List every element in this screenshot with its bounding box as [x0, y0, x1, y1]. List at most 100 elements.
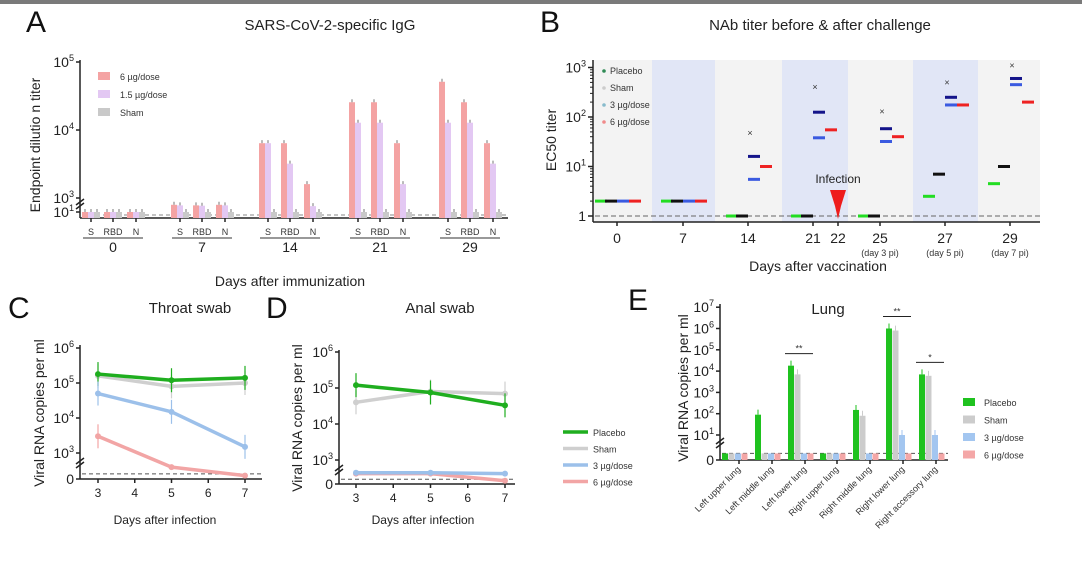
panel-e-bar [820, 453, 826, 460]
panel-c-y-tick-label: 105 [53, 374, 74, 391]
panel-c-title: Throat swab [149, 300, 232, 317]
panel-b-x-sublabel: (day 5 pi) [926, 248, 964, 258]
panel-a-bar [88, 212, 94, 218]
panel-a-bar [171, 204, 177, 218]
panel-a-bar [496, 212, 502, 218]
panel-a-bar [467, 122, 473, 218]
panel-d-x-tick-label: 3 [353, 491, 360, 505]
panel-a-subcategory-label: N [310, 227, 317, 237]
panel-a-bar [193, 205, 199, 218]
panel-a-bar [400, 184, 406, 218]
panel-d-x-tick-label: 6 [464, 491, 471, 505]
panel-b-x-tick-label: 29 [1002, 230, 1018, 246]
panel-e-y-tick-label: 102 [693, 405, 714, 422]
panel-b-mean-marker [683, 199, 695, 203]
panel-b-mean-marker [791, 214, 803, 218]
panel-b-mean-marker [880, 139, 892, 143]
panel-e-bar [932, 435, 938, 460]
panel-b-background-band [652, 60, 715, 222]
panel-c-data-point [168, 464, 175, 471]
panel-d-x-tick-label: 4 [390, 491, 397, 505]
panel-e-bar [774, 453, 781, 460]
panel-a-bar [383, 212, 389, 218]
panel-b-y-tick-label: 1 [578, 208, 586, 224]
panel-e-legend-label: 3 µg/dose [984, 433, 1024, 443]
panel-a-bar [473, 212, 479, 218]
panel-e-legend-label: Placebo [984, 398, 1017, 408]
panel-a-bar [110, 212, 116, 218]
panel-a-bar [484, 143, 490, 218]
panel-a-subcategory-label: RBD [370, 227, 390, 237]
panel-a-legend-label: 1.5 µg/dose [120, 90, 167, 100]
panel-b-x-marker: × [747, 128, 752, 138]
panel-b-mean-marker [671, 199, 683, 203]
panel-b-x-marker: × [812, 82, 817, 92]
panel-b-mean-marker [726, 214, 738, 218]
panel-a-bar [293, 212, 299, 218]
panel-d-axis-break [334, 464, 344, 476]
panel-e-bar [892, 330, 899, 460]
panel-b-mean-marker [661, 199, 673, 203]
panel-b-mean-marker [695, 199, 707, 203]
panel-e-y-tick-label: 0 [706, 452, 714, 468]
panel-a-bar [265, 143, 271, 218]
panel-c-xlabel: Days after infection [114, 513, 217, 527]
panel-b-x-sublabel: (day 3 pi) [861, 248, 899, 258]
panel-a-subcategory-label: N [490, 227, 497, 237]
panel-b-legend-label: 6 µg/dose [610, 117, 650, 127]
panel-a-subcategory-label: N [400, 227, 407, 237]
panel-e-bar [905, 453, 912, 460]
panel-a-subcategory-label: RBD [460, 227, 480, 237]
panel-e-legend-label: 6 µg/dose [984, 451, 1024, 461]
panel-cd-legend-label: 6 µg/dose [593, 478, 633, 488]
panel-e-bar [826, 453, 833, 460]
panel-b-y-tick-label: 103 [565, 59, 586, 76]
panel-c-y-tick-label: 106 [53, 339, 74, 356]
panel-e-legend-label: Sham [984, 416, 1008, 426]
panel-a-ylabel: Endpoint dilutio n titer [27, 77, 43, 212]
panel-c-data-point [242, 472, 248, 479]
panel-a-bar [271, 212, 277, 218]
panel-b-xlabel: Days after vaccination [749, 258, 887, 274]
panel-e-axis-break [715, 437, 725, 449]
panel-b-mean-marker [945, 95, 957, 99]
panel-b-mean-marker [868, 214, 880, 218]
panel-a-bar [406, 212, 412, 218]
panel-b-mean-marker [880, 127, 892, 131]
panel-a-bar [304, 184, 310, 218]
panel-a-bar [377, 122, 383, 218]
panel-a-legend-swatch [98, 72, 110, 80]
panel-a-group-label: 0 [109, 239, 117, 255]
panel-e-bar [761, 453, 768, 460]
panel-b-legend-dot [602, 103, 606, 107]
panel-e-bar [755, 414, 761, 460]
panel-d-y-tick-label: 103 [312, 451, 333, 468]
infection-annotation: Infection [815, 172, 860, 186]
panel-cd-legend-label: Sham [593, 445, 617, 455]
panel-a-subcategory-label: RBD [192, 227, 212, 237]
panel-a-xlabel: Days after immunization [215, 273, 365, 289]
panel-e-bar [886, 328, 892, 460]
panel-a-subcategory-label: N [222, 227, 229, 237]
panel-label-a: A [26, 6, 46, 39]
panel-e-bar [925, 375, 932, 460]
panel-b-legend-label: Sham [610, 83, 634, 93]
panel-a-legend-label: Sham [120, 108, 144, 118]
panel-a-title: SARS-CoV-2-specific IgG [245, 17, 416, 34]
panel-e-bar [768, 453, 774, 460]
panel-a-subcategory-label: S [177, 227, 183, 237]
panel-e-bar [833, 453, 839, 460]
panel-label-c: C [8, 292, 30, 325]
panel-b-mean-marker [945, 103, 957, 107]
panel-c-x-tick-label: 4 [131, 486, 138, 500]
panel-b-x-sublabel: (day 7 pi) [991, 248, 1029, 258]
panel-b-x-tick-label: 7 [679, 230, 687, 246]
panel-b-x-marker: × [879, 106, 884, 116]
panel-b-mean-marker [801, 214, 813, 218]
infection-arrow-icon [830, 190, 846, 219]
panel-a-legend-swatch [98, 108, 110, 116]
panel-b-x-tick-label: 25 [872, 230, 888, 246]
panel-a-bar [361, 212, 367, 218]
panel-b-x-tick-label: 21 [805, 230, 821, 246]
panel-e-bar [938, 453, 945, 460]
